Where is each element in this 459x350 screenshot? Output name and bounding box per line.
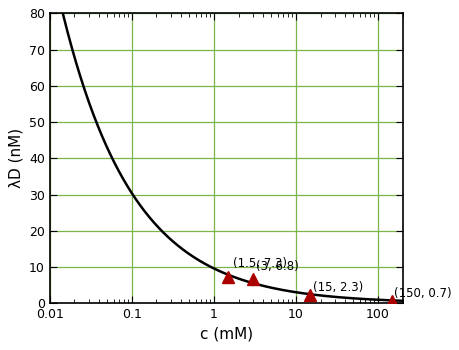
Text: (3, 6.8): (3, 6.8) (255, 260, 298, 273)
Text: (150, 0.7): (150, 0.7) (393, 287, 451, 300)
Y-axis label: λD (nM): λD (nM) (8, 128, 23, 188)
Text: (1.5, 7.3): (1.5, 7.3) (233, 257, 287, 270)
Text: (15, 2.3): (15, 2.3) (313, 281, 363, 294)
X-axis label: c (mM): c (mM) (199, 327, 252, 342)
